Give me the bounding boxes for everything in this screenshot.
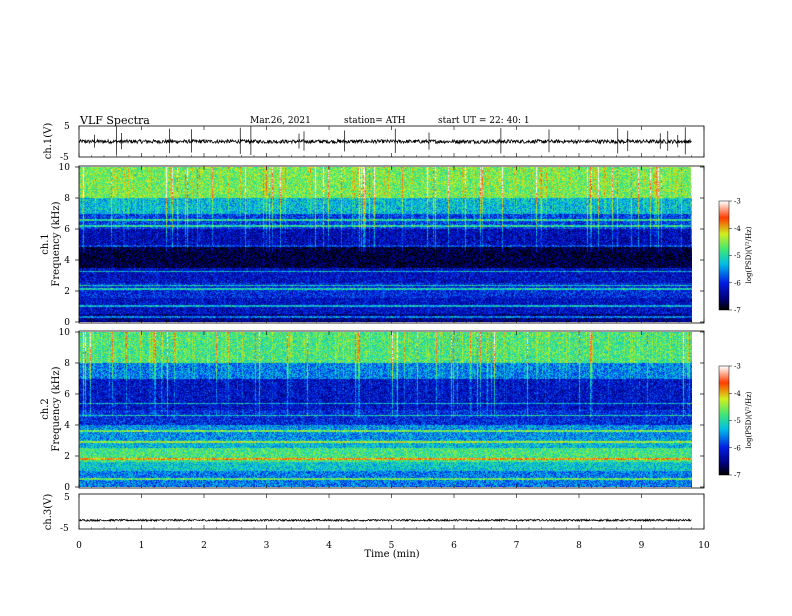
time-tick-label: 1 [139,541,145,551]
ch2-spec-ytick-label: 0 [64,483,70,493]
ch3-waveform-trace [78,518,692,523]
ch3-ytick-neg5: -5 [60,524,69,534]
ch3-ylabel: ch.3(V) [43,494,54,531]
time-tick-label: 9 [639,541,645,551]
header-date: Mar.26, 2021 [250,116,311,126]
ch2-colorbar [719,366,729,475]
ch2-colorbar-tick-label: -4 [734,390,741,398]
time-tick-label: 2 [201,541,207,551]
time-tick-label: 3 [264,541,270,551]
ch3-waveform-panel: 5 -5 ch.3(V) [43,493,705,534]
time-tick-label: 10 [698,541,710,551]
time-tick-label: 0 [76,541,82,551]
time-axis-label: Time (min) [364,549,419,560]
ch1-colorbar [719,201,729,310]
ch2-colorbar-tick-label: -6 [734,444,741,452]
ch1-colorbar-tick-label: -4 [734,225,741,233]
header-station: station= ATH [344,116,406,126]
ch1-ytick-neg5: -5 [60,153,69,163]
ch2-colorbar-tick-label: -5 [734,417,741,425]
ch2-colorbar-tick-label: -3 [734,363,741,371]
ch2-spec-ylabel-ch: ch.2 [40,398,51,420]
ch2-spec-ytick-label: 4 [64,421,70,431]
time-tick-label: 4 [326,541,332,551]
ch2-spectrogram-image [79,332,692,487]
ch2-spec-ytick-label: 10 [59,328,71,338]
time-axis-ticks: 0 1 2 3 4 5 6 7 8 9 10 [76,126,710,551]
ch1-spec-ytick-label: 4 [64,256,70,266]
ch1-spec-ytick-label: 2 [64,287,70,297]
ch1-colorbar-tick-label: -7 [734,307,741,315]
ch1-colorbar-tick-label: -6 [734,279,741,287]
ch1-colorbar-tick-label: -3 [734,198,741,206]
ch2-spec-ytick-label: 2 [64,452,70,462]
ch1-spec-ylabel-ch: ch.1 [40,233,51,255]
ch1-spec-ylabel-freq: Frequency (kHz) [51,201,62,286]
time-tick-label: 6 [451,541,457,551]
ch1-ytick-5: 5 [64,122,70,132]
ch1-ylabel: ch.1(V) [43,123,54,160]
ch3-waveform-frame [78,493,705,530]
ch1-spec-ytick-label: 10 [59,163,71,173]
ch3-ytick-5: 5 [64,493,70,503]
ch1-spec-ytick-label: 6 [64,225,70,235]
time-tick-label: 5 [389,541,395,551]
figure-title: VLF Spectra [79,114,150,127]
ch1-waveform-trace [78,138,692,145]
ch1-colorbar-label: log(PSD)(V²/Hz) [745,226,753,283]
header-start-time: start UT = 22: 40: 1 [438,116,530,126]
ch2-colorbar-tick-label: -7 [734,472,741,480]
ch2-colorbar-label: log(PSD)(V²/Hz) [745,391,753,448]
ch1-waveform-spikes [94,126,686,155]
time-tick-label: 8 [576,541,582,551]
ch1-colorbar-tick-label: -5 [734,252,741,260]
ch1-waveform-panel: 5 -5 ch.1(V) [43,122,705,163]
ch2-spec-ytick-label: 6 [64,390,70,400]
ch1-spec-ytick-label: 0 [64,318,70,328]
ch1-spec-ytick-label: 8 [64,194,70,204]
ch2-spec-ylabel-freq: Frequency (kHz) [51,366,62,451]
time-tick-label: 7 [514,541,520,551]
ch2-spec-ytick-label: 8 [64,359,70,369]
ch1-spectrogram-image [79,167,692,322]
